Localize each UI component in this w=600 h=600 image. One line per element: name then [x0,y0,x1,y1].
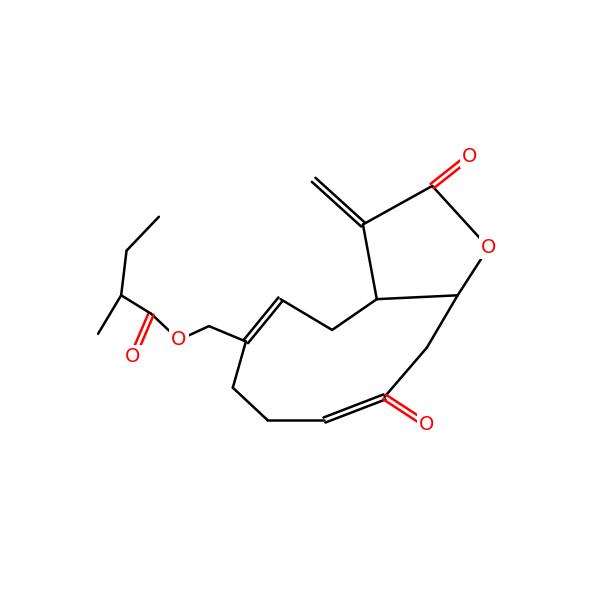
Text: O: O [481,238,496,257]
Text: O: O [125,347,140,367]
Text: O: O [419,415,434,434]
Text: O: O [461,147,477,166]
Text: O: O [171,331,187,349]
